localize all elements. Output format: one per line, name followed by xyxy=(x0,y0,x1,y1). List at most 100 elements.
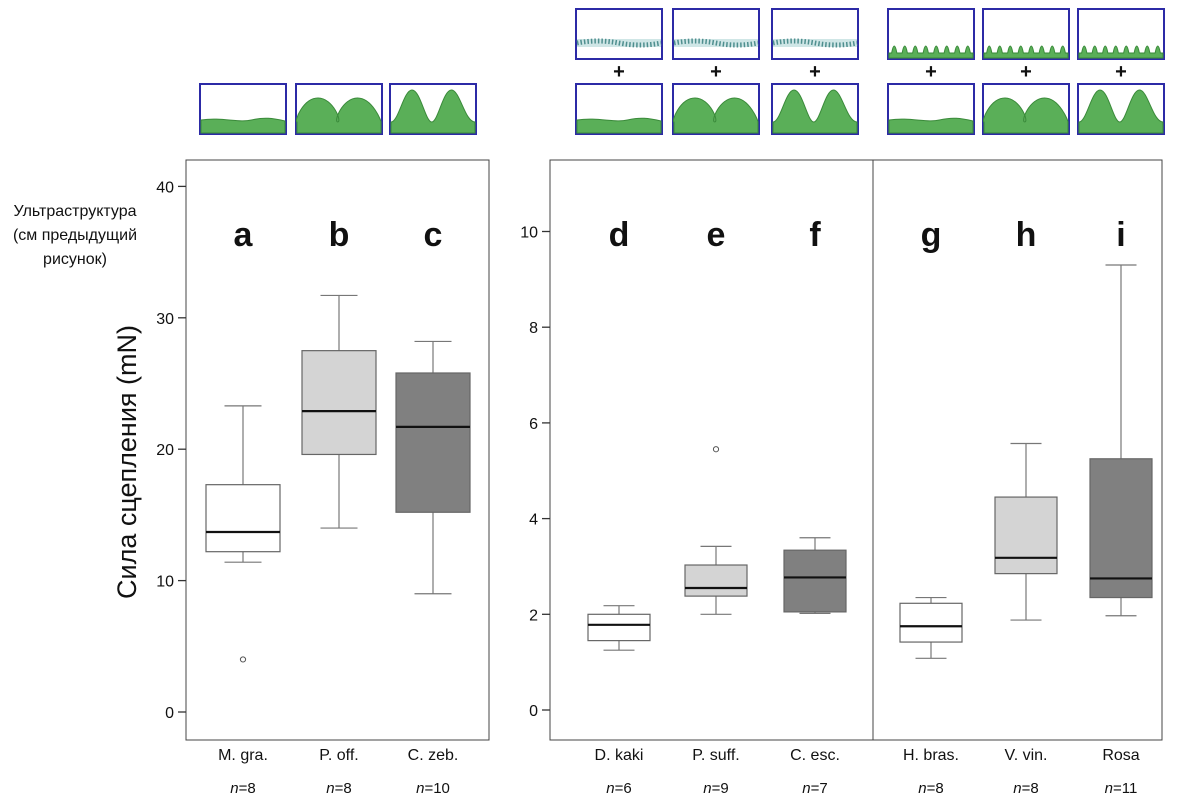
box-group-a: a M. gra. n=8 xyxy=(205,216,281,797)
plot-frame xyxy=(549,159,1163,741)
category-label: P. suff. xyxy=(692,747,739,764)
surface-profile xyxy=(888,117,974,134)
box-group-d: d D. kaki n=6 xyxy=(587,216,651,797)
sample-size-label: n=8 xyxy=(918,780,943,797)
thumbnail-frame xyxy=(887,8,975,60)
y-tick-label: 20 xyxy=(156,442,174,459)
plot-frame xyxy=(185,159,490,741)
group-letter: b xyxy=(329,216,350,254)
box-group-c: c C. zeb. n=10 xyxy=(395,216,471,797)
group-letter: e xyxy=(707,216,726,254)
surface-profile xyxy=(390,89,476,134)
sample-size-label: n=8 xyxy=(1013,780,1038,797)
y-tick-label: 10 xyxy=(156,574,174,591)
coating-thumbnail xyxy=(1077,8,1165,60)
ultrastructure-note: Ультраструктура (см предыдущий рисунок) xyxy=(0,200,150,272)
wax-crystal-strip xyxy=(772,38,858,48)
surface-profile xyxy=(200,117,286,134)
box-group-g: g H. bras. n=8 xyxy=(899,216,963,797)
iqr-box xyxy=(587,613,651,642)
surface-thumbnail xyxy=(771,83,859,135)
sample-size-label: n=8 xyxy=(230,780,255,797)
surface-profile xyxy=(772,89,858,134)
sample-size-label: n=11 xyxy=(1105,780,1138,797)
iqr-box xyxy=(395,372,471,513)
surface-thumbnail xyxy=(672,83,760,135)
surface-thumbnail xyxy=(295,83,383,135)
wax-crystal-strip xyxy=(576,38,662,48)
coating-thumbnail xyxy=(887,8,975,60)
epicuticular-bumps xyxy=(983,45,1069,59)
y-axis-title: Сила сцепления (mN) xyxy=(112,325,142,599)
box-group-e: e P. suff. n=9 xyxy=(684,216,748,797)
epicuticular-bumps xyxy=(1078,45,1164,59)
ultrastructure-note-line: Ультраструктура xyxy=(13,203,137,220)
ultrastructure-note-line: (см предыдущий xyxy=(12,227,138,244)
coating-thumbnail xyxy=(672,8,760,60)
category-label: H. bras. xyxy=(903,747,959,764)
thumbnail-frame xyxy=(1077,8,1165,60)
y-tick-label: 30 xyxy=(156,311,174,328)
iqr-box xyxy=(783,549,847,613)
category-label: C. esc. xyxy=(790,747,840,764)
y-tick-label: 0 xyxy=(529,703,538,720)
y-tick-label: 10 xyxy=(520,225,538,242)
group-letter: d xyxy=(609,216,630,254)
y-tick-label: 0 xyxy=(165,705,174,722)
category-label: V. vin. xyxy=(1005,747,1048,764)
wax-crystal-strip xyxy=(673,38,759,48)
sample-size-label: n=8 xyxy=(326,780,351,797)
box-group-b: b P. off. n=8 xyxy=(301,216,377,797)
category-label: D. kaki xyxy=(595,747,644,764)
plus-sign: + xyxy=(809,61,821,83)
coating-thumbnail xyxy=(771,8,859,60)
coating-thumbnail xyxy=(575,8,663,60)
category-label: C. zeb. xyxy=(408,747,459,764)
outlier-point xyxy=(712,446,720,453)
thumbnail-frame xyxy=(771,8,859,60)
group-letter: c xyxy=(424,216,443,254)
group-letter: g xyxy=(921,216,942,254)
outlier-point xyxy=(239,656,247,663)
sample-size-label: n=9 xyxy=(703,780,728,797)
y-tick-label: 40 xyxy=(156,179,174,196)
surface-thumbnail xyxy=(199,83,287,135)
coating-thumbnail xyxy=(982,8,1070,60)
plus-sign: + xyxy=(710,61,722,83)
plus-sign: + xyxy=(925,61,937,83)
surface-thumbnail xyxy=(575,83,663,135)
category-label: M. gra. xyxy=(218,747,268,764)
iqr-box xyxy=(684,564,748,597)
y-tick-label: 4 xyxy=(529,512,538,529)
iqr-box xyxy=(899,602,963,643)
surface-thumbnail xyxy=(982,83,1070,135)
sample-size-label: n=6 xyxy=(606,780,631,797)
iqr-box xyxy=(1089,458,1153,599)
category-label: Rosa xyxy=(1102,747,1139,764)
surface-thumbnail xyxy=(887,83,975,135)
surface-profile xyxy=(295,97,382,134)
box-group-i: i Rosa n=11 xyxy=(1089,216,1153,797)
surface-profile xyxy=(982,97,1069,134)
group-letter: i xyxy=(1116,216,1125,254)
group-letter: f xyxy=(809,216,821,254)
sample-size-label: n=7 xyxy=(802,780,827,797)
surface-profile xyxy=(576,117,662,134)
epicuticular-bumps xyxy=(888,45,974,59)
surface-profile xyxy=(672,97,759,134)
plus-sign: + xyxy=(613,61,625,83)
thumbnail-frame xyxy=(672,8,760,60)
plus-sign: + xyxy=(1115,61,1127,83)
group-letter: h xyxy=(1016,216,1037,254)
plus-sign: + xyxy=(1020,61,1032,83)
box-group-f: f C. esc. n=7 xyxy=(783,216,847,797)
category-label: P. off. xyxy=(319,747,358,764)
sample-size-label: n=10 xyxy=(416,780,450,797)
box-group-h: h V. vin. n=8 xyxy=(994,216,1058,797)
iqr-box xyxy=(301,350,377,456)
group-letter: a xyxy=(234,216,254,254)
y-tick-label: 2 xyxy=(529,607,538,624)
thumbnail-frame xyxy=(575,8,663,60)
ultrastructure-note-line: рисунок) xyxy=(43,251,107,268)
